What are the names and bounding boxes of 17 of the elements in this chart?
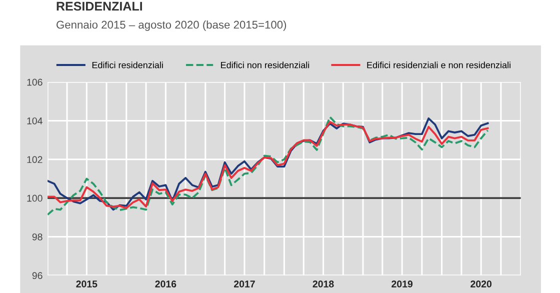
x-tick-label: 2017: [234, 280, 255, 288]
y-tick-label: 96: [32, 272, 42, 280]
x-tick-label: 2015: [76, 280, 98, 288]
chart-title: RESIDENZIALI: [56, 2, 142, 11]
x-tick-label: 2019: [392, 280, 413, 288]
y-tick-label: 104: [27, 117, 42, 124]
y-tick-label: 98: [32, 233, 42, 240]
legend-label: Edifici non residenziali: [221, 62, 310, 68]
x-tick-label: 2020: [470, 280, 492, 288]
y-tick-label: 100: [27, 194, 42, 202]
x-tick-label: 2016: [155, 280, 176, 288]
y-tick-label: 102: [27, 156, 42, 164]
x-tick-label: 2018: [312, 280, 334, 288]
legend-label: Edifici residenziali: [92, 62, 163, 68]
y-tick-label: 106: [27, 78, 42, 86]
legend-label: Edifici residenziali e non residenziali: [367, 62, 510, 68]
chart-subtitle: Gennaio 2015 – agosto 2020 (base 2015=100): [56, 20, 286, 31]
